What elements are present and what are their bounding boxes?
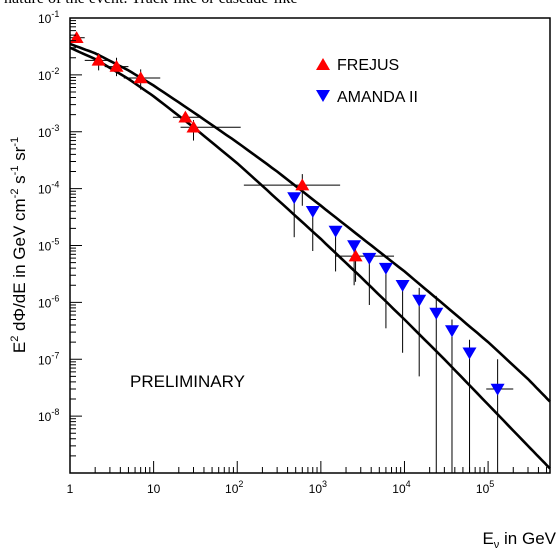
amanda-point — [362, 252, 377, 265]
y-tick-label: 10-1 — [38, 9, 59, 26]
frejus-point — [109, 59, 124, 72]
amanda-point — [462, 347, 477, 360]
x-tick-label: 1 — [67, 482, 74, 496]
y-tick-label: 10-2 — [38, 66, 59, 83]
x-tick-label: 10 — [147, 482, 161, 496]
top-text-strip: nature of the event. Track-like or casca… — [0, 0, 558, 8]
y-tick-label: 10-7 — [38, 350, 59, 367]
amanda-point — [395, 280, 410, 292]
amanda-point — [347, 240, 362, 253]
tick-labels: 1 10 102 103 104 105 10-8 10-7 10-6 10-5 10-4 10-3 1… — [38, 9, 494, 496]
frejus-point — [91, 53, 106, 66]
frejus-point — [348, 249, 363, 262]
legend: FREJUS AMANDA II — [316, 57, 418, 106]
y-tick-label: 10-8 — [38, 407, 59, 424]
upper-model-curve — [69, 42, 551, 403]
x-tick-label: 105 — [476, 479, 494, 496]
legend-amanda-marker — [316, 90, 330, 102]
cropped-top-text: nature of the event. Track-like or casca… — [4, 0, 298, 8]
axis-ticks — [69, 20, 548, 474]
y-tick-label: 10-4 — [38, 180, 59, 197]
frejus-point — [133, 71, 148, 84]
frejus-point — [295, 178, 310, 191]
amanda-point — [412, 294, 427, 307]
amanda-point — [490, 383, 505, 396]
x-tick-label: 104 — [392, 479, 410, 496]
frejus-point — [69, 31, 84, 43]
y-tick-label: 10-5 — [38, 237, 59, 254]
data-markers — [69, 31, 505, 396]
model-curves — [69, 42, 551, 470]
legend-frejus-label: FREJUS — [337, 57, 399, 74]
amanda-point — [445, 325, 459, 338]
x-tick-label: 103 — [309, 479, 327, 496]
lower-model-curve — [69, 46, 551, 470]
amanda-point — [305, 206, 320, 218]
legend-frejus-marker — [316, 58, 330, 70]
y-axis-label: E2 dΦ/dE in GeV cm-2 s-1 sr-1 — [9, 137, 29, 353]
amanda-point — [287, 192, 302, 205]
amanda-point — [429, 307, 444, 320]
frejus-point — [186, 120, 201, 133]
x-tick-label: 102 — [225, 479, 243, 496]
amanda-point — [378, 262, 393, 275]
amanda-point — [328, 225, 343, 238]
plot-frame — [69, 17, 551, 474]
frejus-point — [178, 110, 193, 123]
y-tick-label: 10-6 — [38, 293, 59, 310]
error-bars — [70, 37, 514, 473]
preliminary-label: PRELIMINARY — [130, 372, 245, 391]
x-axis-label: Eν in GeV — [482, 529, 556, 550]
legend-amanda-label: AMANDA II — [337, 89, 418, 106]
y-tick-label: 10-3 — [38, 123, 59, 140]
